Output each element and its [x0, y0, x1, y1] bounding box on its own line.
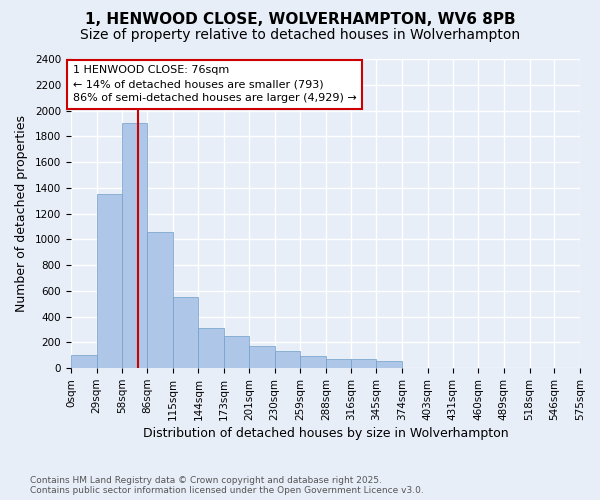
Bar: [71, 356, 97, 368]
Bar: [376, 361, 402, 368]
Bar: [275, 352, 300, 368]
Bar: [147, 232, 173, 368]
Bar: [224, 336, 249, 368]
Bar: [326, 359, 350, 368]
Bar: [300, 356, 326, 368]
Bar: [249, 346, 275, 368]
X-axis label: Distribution of detached houses by size in Wolverhampton: Distribution of detached houses by size …: [143, 427, 508, 440]
Text: 1, HENWOOD CLOSE, WOLVERHAMPTON, WV6 8PB: 1, HENWOOD CLOSE, WOLVERHAMPTON, WV6 8PB: [85, 12, 515, 28]
Text: Contains HM Land Registry data © Crown copyright and database right 2025.
Contai: Contains HM Land Registry data © Crown c…: [30, 476, 424, 495]
Bar: [350, 359, 376, 368]
Bar: [97, 194, 122, 368]
Bar: [199, 328, 224, 368]
Bar: [173, 298, 199, 368]
Text: Size of property relative to detached houses in Wolverhampton: Size of property relative to detached ho…: [80, 28, 520, 42]
Y-axis label: Number of detached properties: Number of detached properties: [15, 115, 28, 312]
Text: 1 HENWOOD CLOSE: 76sqm
← 14% of detached houses are smaller (793)
86% of semi-de: 1 HENWOOD CLOSE: 76sqm ← 14% of detached…: [73, 66, 356, 104]
Bar: [122, 124, 147, 368]
